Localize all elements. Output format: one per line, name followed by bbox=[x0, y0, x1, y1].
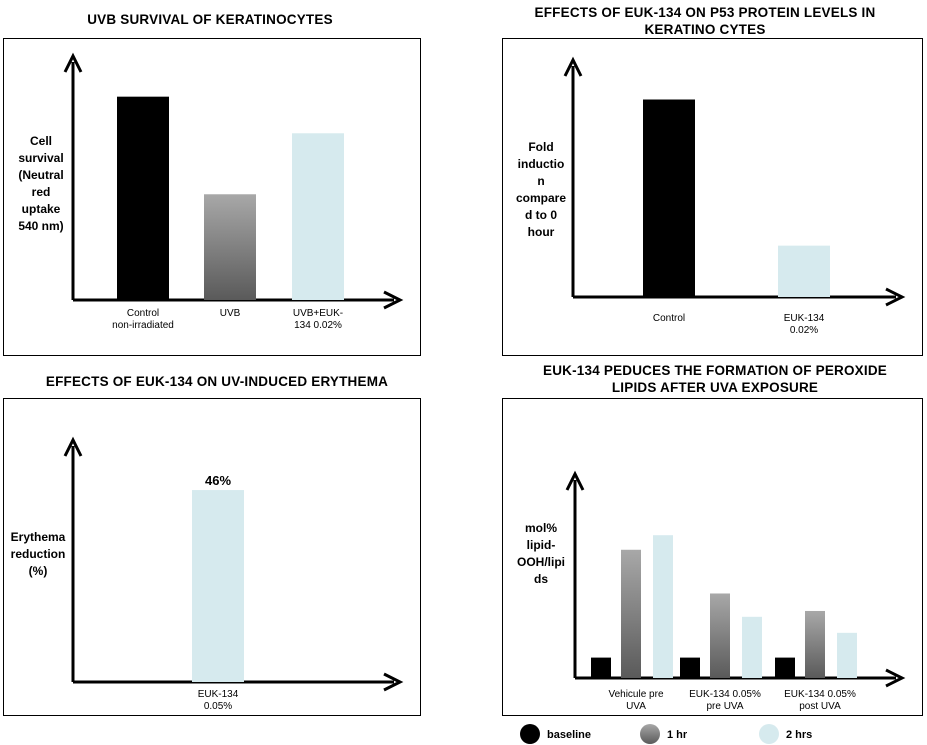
legend-marker-2-hrs bbox=[759, 724, 779, 744]
chart3-y-axis-arrow bbox=[63, 436, 83, 457]
chart1-y-axis-arrow bbox=[63, 52, 83, 73]
chart1-y-axis-label: survival bbox=[18, 151, 63, 165]
chart4-x-tick-label: EUK-134 0.05% bbox=[689, 689, 761, 700]
chart1-x-tick-label: non-irradiated bbox=[112, 320, 174, 331]
chart4-y-axis-label: mol% bbox=[525, 521, 557, 535]
chart4-bar-1-hr bbox=[805, 610, 825, 678]
chart1-x-axis-arrow bbox=[383, 290, 404, 310]
chart2-x-tick-label: Control bbox=[653, 313, 685, 324]
chart2-title: EFFECTS OF EUK-134 ON P53 PROTEIN LEVELS… bbox=[490, 4, 920, 38]
chart1-x-tick-label: UVB+EUK- bbox=[293, 308, 343, 319]
chart2-bar bbox=[778, 245, 830, 297]
chart4-x-tick-label: EUK-134 0.05% bbox=[784, 689, 856, 700]
chart4-bar-baseline bbox=[775, 657, 795, 678]
chart2-x-tick-label: EUK-134 bbox=[784, 313, 825, 324]
chart4-x-axis-arrow bbox=[885, 668, 906, 688]
legend-label: 1 hr bbox=[667, 729, 688, 741]
chart1-title: UVB SURVIVAL OF KERATINOCYTES bbox=[87, 12, 333, 27]
chart2-y-axis-label: inductio bbox=[518, 157, 565, 171]
legend-label: 2 hrs bbox=[786, 729, 812, 741]
legend-label: baseline bbox=[547, 729, 591, 741]
chart4-x-tick-label: pre UVA bbox=[706, 701, 743, 712]
chart3-bar bbox=[192, 490, 244, 682]
chart4-y-axis-label: ds bbox=[534, 572, 548, 586]
chart1-x-tick-label: Control bbox=[127, 308, 159, 319]
chart4-title: EUK-134 PEDUCES THE FORMATION OF PEROXID… bbox=[505, 362, 925, 396]
chart1-bar bbox=[204, 194, 256, 300]
chart1-y-axis-label: 540 nm) bbox=[18, 219, 63, 233]
chart2-title-line: EFFECTS OF EUK-134 ON P53 PROTEIN LEVELS… bbox=[534, 5, 876, 20]
chart4-bar-1-hr bbox=[710, 593, 730, 678]
chart2-title-line: KERATINO CYTES bbox=[644, 22, 766, 37]
chart4-bar-baseline bbox=[680, 657, 700, 678]
chart1-y-axis-label: (Neutral bbox=[18, 168, 63, 182]
chart3-x-axis-arrow bbox=[383, 672, 404, 692]
chart3-data-label: 46% bbox=[205, 473, 231, 488]
chart3-y-axis-label: (%) bbox=[29, 564, 48, 578]
legend-marker-1-hr bbox=[640, 724, 660, 744]
chart4-bar-2-hrs bbox=[837, 632, 857, 678]
chart2-x-axis-arrow bbox=[885, 287, 906, 307]
chart1-y-axis-label: Cell bbox=[30, 134, 52, 148]
chart3-title: EFFECTS OF EUK-134 ON UV-INDUCED ERYTHEM… bbox=[45, 374, 389, 389]
chart1-bar bbox=[292, 133, 344, 300]
chart4-x-tick-label: UVA bbox=[626, 701, 646, 712]
chart4-title-line: EUK-134 PEDUCES THE FORMATION OF PEROXID… bbox=[543, 363, 887, 378]
chart1-x-tick-label: UVB bbox=[220, 308, 241, 319]
legend-marker-baseline bbox=[520, 724, 540, 744]
chart4-bar-baseline bbox=[591, 657, 611, 678]
chart4-y-axis-label: lipid- bbox=[527, 538, 556, 552]
chart2-y-axis-label: Fold bbox=[528, 140, 553, 154]
chart2-y-axis-arrow bbox=[563, 56, 583, 77]
chart1-bar bbox=[117, 96, 169, 301]
chart4-bar-2-hrs bbox=[653, 535, 673, 678]
chart4-x-tick-label: Vehicule pre bbox=[608, 689, 663, 700]
chart2-y-axis-label: hour bbox=[528, 225, 555, 239]
chart4-title-line: LIPIDS AFTER UVA EXPOSURE bbox=[611, 380, 819, 395]
chart1-x-tick-label: 134 0.02% bbox=[294, 320, 342, 331]
chart4-y-axis-label: OOH/lipi bbox=[517, 555, 565, 569]
chart1-y-axis-label: red bbox=[32, 185, 51, 199]
chart4-y-axis-arrow bbox=[565, 470, 585, 491]
chart2-y-axis-label: compare bbox=[516, 191, 566, 205]
chart3-x-tick-label: 0.05% bbox=[204, 701, 232, 712]
chart1-y-axis-label: uptake bbox=[22, 202, 61, 216]
chart2-y-axis-label: d to 0 bbox=[525, 208, 557, 222]
chart2-bar bbox=[643, 99, 695, 297]
chart4-bar-1-hr bbox=[621, 549, 641, 678]
chart3-y-axis-label: reduction bbox=[11, 547, 66, 561]
chart4-x-tick-label: post UVA bbox=[799, 701, 841, 712]
chart3-y-axis-label: Erythema bbox=[11, 530, 66, 544]
chart2-y-axis-label: n bbox=[537, 174, 544, 188]
chart2-x-tick-label: 0.02% bbox=[790, 325, 818, 336]
chart4-bar-2-hrs bbox=[742, 616, 762, 678]
chart3-x-tick-label: EUK-134 bbox=[198, 689, 239, 700]
